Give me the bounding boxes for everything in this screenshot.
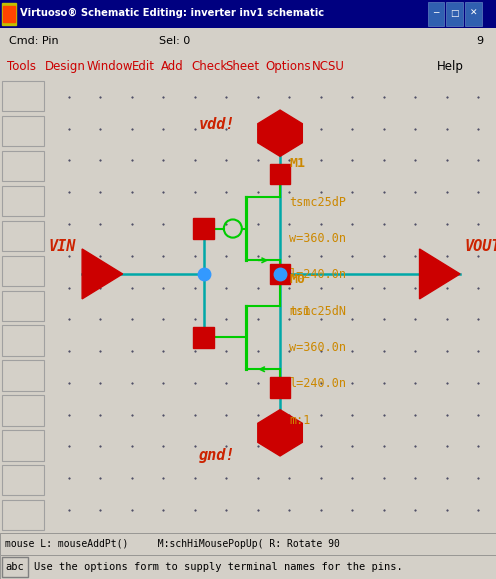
Text: ✕: ✕ [470,9,477,18]
Text: Design: Design [45,60,85,73]
Bar [465,2,482,25]
Bar [3,6,15,22]
Bar [2,325,44,356]
Text: Sheet: Sheet [226,60,260,73]
Polygon shape [82,249,123,299]
Text: abc: abc [5,562,24,572]
Bar [428,2,444,25]
Bar [2,81,44,111]
Text: mouse L: mouseAddPt()     M:schHiMousePopUp( R: Rotate 90: mouse L: mouseAddPt() M:schHiMousePopUp(… [5,538,340,549]
Polygon shape [258,410,303,456]
Bar [270,164,290,184]
Bar [270,263,290,284]
Polygon shape [420,249,460,299]
Bar [446,2,463,25]
Text: m:1: m:1 [289,414,310,427]
Bar [2,360,44,391]
Text: w=360.0n: w=360.0n [289,341,346,354]
Text: □: □ [450,9,459,18]
Bar [2,556,28,577]
Text: 9: 9 [477,36,484,46]
Text: Add: Add [161,60,184,73]
Bar [2,395,44,426]
Bar [2,151,44,181]
Text: w=360.0n: w=360.0n [289,232,346,245]
Bar [193,218,214,239]
Text: M1: M1 [289,157,305,170]
Bar [270,377,290,398]
Text: gnd!: gnd! [199,448,236,463]
Bar [2,221,44,251]
Polygon shape [258,110,303,156]
Text: Edit: Edit [131,60,154,73]
Text: Window: Window [87,60,133,73]
Text: Sel: 0: Sel: 0 [159,36,190,46]
Text: l=240.0n: l=240.0n [289,378,346,390]
Text: Tools: Tools [7,60,36,73]
Bar [2,291,44,321]
Text: NCSU: NCSU [311,60,344,73]
Text: Check: Check [191,60,227,73]
Bar [2,186,44,216]
Bar [2,255,44,286]
Text: Use the options form to supply terminal names for the pins.: Use the options form to supply terminal … [34,562,402,572]
Text: VOUT: VOUT [465,239,496,254]
Bar [2,430,44,460]
Text: Virtuoso® Schematic Editing: inverter inv1 schematic: Virtuoso® Schematic Editing: inverter in… [20,8,324,19]
Text: Help: Help [436,60,463,73]
Text: vdd!: vdd! [199,117,236,131]
Text: tsmc25dP: tsmc25dP [289,196,346,209]
Bar [2,500,44,530]
Bar [2,3,16,25]
Text: ─: ─ [433,9,438,18]
Text: m:1: m:1 [289,305,310,318]
Bar [193,327,214,348]
Text: Options: Options [265,60,311,73]
Bar [2,116,44,146]
Text: VIN: VIN [49,239,76,254]
Text: tsmc25dN: tsmc25dN [289,305,346,318]
Bar [2,465,44,496]
Text: M0: M0 [289,273,305,286]
Text: l=240.0n: l=240.0n [289,269,346,281]
Text: Cmd: Pin: Cmd: Pin [9,36,59,46]
